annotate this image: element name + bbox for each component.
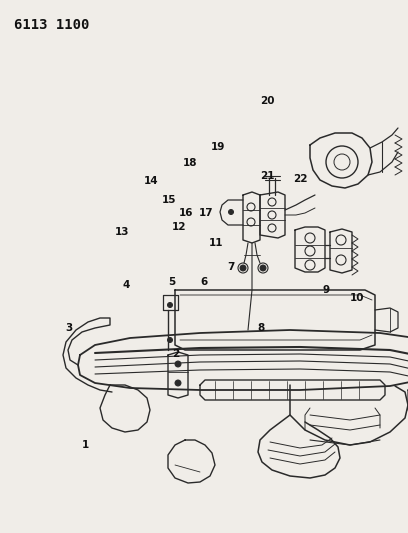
Text: 3: 3 — [66, 323, 73, 333]
Text: 12: 12 — [172, 222, 187, 231]
Text: 13: 13 — [115, 227, 130, 237]
Text: 6: 6 — [200, 278, 208, 287]
Text: 11: 11 — [209, 238, 224, 247]
Text: 9: 9 — [323, 286, 330, 295]
Text: 5: 5 — [168, 278, 175, 287]
Text: 10: 10 — [350, 294, 364, 303]
Text: 4: 4 — [123, 280, 130, 290]
Text: 22: 22 — [293, 174, 307, 183]
Text: 20: 20 — [260, 96, 275, 106]
Text: 1: 1 — [82, 440, 89, 450]
Text: 18: 18 — [182, 158, 197, 167]
Text: 15: 15 — [162, 195, 177, 205]
Circle shape — [175, 380, 181, 386]
Circle shape — [240, 265, 246, 271]
Text: 21: 21 — [260, 171, 275, 181]
Text: 19: 19 — [211, 142, 226, 151]
Circle shape — [168, 303, 173, 308]
Text: 17: 17 — [199, 208, 213, 218]
Text: 6113 1100: 6113 1100 — [14, 18, 89, 32]
Text: 16: 16 — [178, 208, 193, 218]
Text: 14: 14 — [144, 176, 158, 186]
Text: 7: 7 — [227, 262, 234, 271]
Text: 2: 2 — [172, 350, 179, 359]
Circle shape — [228, 209, 233, 214]
Circle shape — [168, 337, 173, 343]
Circle shape — [175, 361, 181, 367]
Text: 8: 8 — [257, 323, 265, 333]
Circle shape — [260, 265, 266, 271]
